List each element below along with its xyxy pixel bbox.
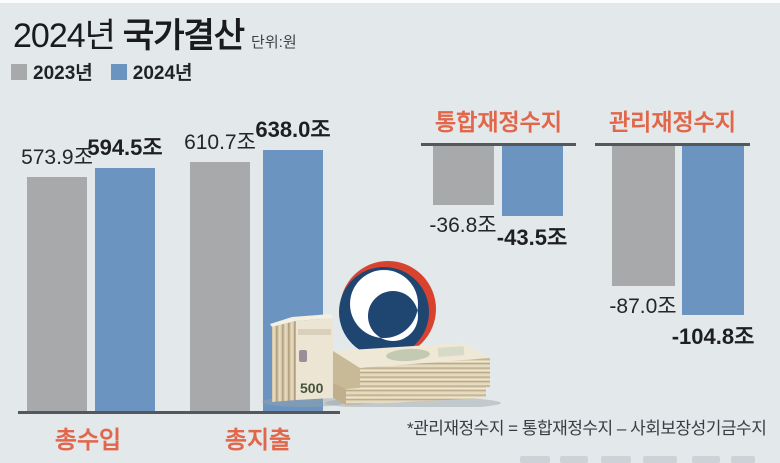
value-label-2023-revenue: 573.9조	[21, 145, 93, 169]
bar-2024-consolidated	[502, 146, 563, 216]
axis-baseline-left-chart	[18, 411, 340, 414]
bar-2024-revenue	[95, 168, 155, 412]
legend: 2023년 2024년	[11, 58, 193, 85]
unit-label: 단위:원	[251, 34, 297, 51]
bar-2023-managed	[612, 146, 675, 287]
banknote-bundle-left: 500	[270, 314, 333, 402]
axis-baseline-managed	[595, 143, 750, 146]
cropped-text-artifact	[560, 456, 588, 463]
value-label-2023-expenditure: 610.7조	[184, 130, 256, 154]
cropped-text-artifact	[731, 456, 755, 463]
banknote-pile-right	[333, 343, 490, 405]
value-label-2024-managed: -104.8조	[671, 323, 755, 349]
illustration-money-and-emblem: 500	[262, 261, 501, 407]
banknote-denomination-text: 500	[300, 380, 324, 396]
category-label-expenditure: 총지출	[224, 427, 292, 454]
chart-consolidated-balance: -36.8조 -43.5조	[421, 146, 581, 376]
top-divider	[0, 0, 780, 3]
legend-swatch-2023	[11, 63, 27, 80]
title-year: 2024년	[13, 17, 116, 55]
footnote: *관리재정수지 = 통합재정수지 – 사회보장성기금수지	[407, 419, 767, 438]
page-title: 2024년 국가결산 단위:원	[13, 8, 297, 57]
category-label-revenue: 총수입	[54, 427, 122, 454]
legend-label-2023: 2023년	[33, 63, 93, 84]
legend-label-2024: 2024년	[132, 63, 193, 84]
title-main: 국가결산	[122, 17, 245, 55]
cropped-text-artifact	[601, 456, 631, 463]
value-label-2024-revenue: 594.5조	[87, 135, 163, 161]
chart-managed-balance: -87.0조 -104.8조	[595, 146, 755, 376]
cropped-text-artifact	[692, 456, 720, 463]
bar-2023-revenue	[27, 176, 87, 412]
cropped-text-artifact	[520, 456, 550, 463]
chart-title-consolidated-balance: 통합재정수지	[435, 109, 562, 135]
korea-government-emblem-icon	[339, 261, 436, 357]
value-label-2024-expenditure: 638.0조	[255, 117, 331, 143]
legend-swatch-2024	[110, 63, 127, 80]
value-label-2023-consolidated: -36.8조	[429, 214, 497, 238]
value-label-2023-managed: -87.0조	[609, 295, 677, 319]
bar-2023-consolidated	[433, 146, 494, 206]
bar-2024-managed	[682, 146, 744, 315]
chart-title-managed-balance: 관리재정수지	[609, 109, 736, 135]
bar-2023-expenditure	[190, 161, 250, 412]
cropped-text-artifact	[643, 456, 677, 463]
axis-baseline-consolidated	[421, 143, 576, 146]
value-label-2024-consolidated: -43.5조	[496, 225, 568, 251]
